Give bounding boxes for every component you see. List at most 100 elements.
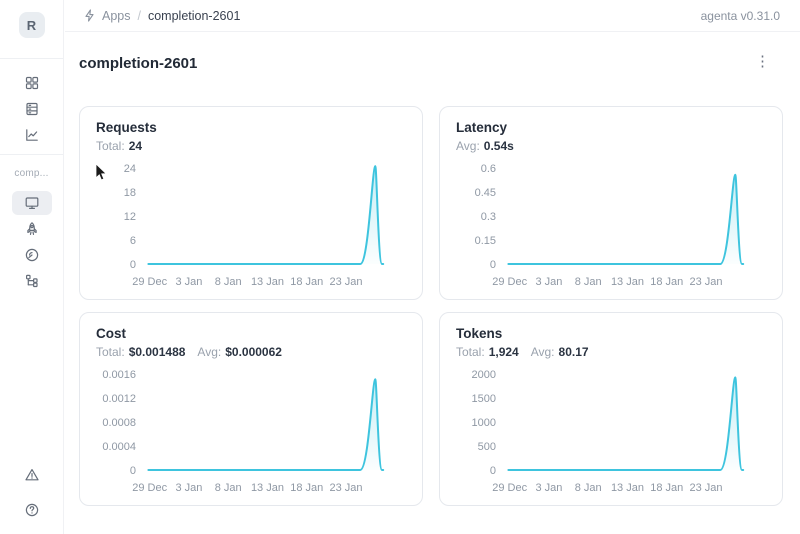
svg-text:23 Jan: 23 Jan [689, 482, 722, 494]
stat-value: 24 [128, 139, 143, 153]
sidebar-item-observability[interactable] [12, 123, 52, 147]
breadcrumb-current: completion-2601 [147, 8, 241, 23]
workspace-avatar[interactable]: R [18, 12, 45, 38]
svg-text:8 Jan: 8 Jan [215, 482, 242, 494]
card-title: Cost [96, 326, 126, 341]
svg-text:18 Jan: 18 Jan [290, 276, 323, 288]
svg-text:13 Jan: 13 Jan [251, 276, 284, 288]
app-version-label: agenta v0.31.0 [700, 8, 780, 23]
page-title-row: completion-2601 ⋮ [65, 32, 800, 72]
svg-text:29 Dec: 29 Dec [492, 482, 527, 494]
sidebar-item-evaluations[interactable] [12, 243, 52, 267]
sidebar-item-test-sets[interactable] [12, 97, 52, 121]
card-stats: Avg: 0.54s [456, 139, 767, 153]
tokens-card: Tokens Total: 1,924 Avg: 80.17 2000 1500 100… [439, 312, 783, 506]
svg-text:0.0004: 0.0004 [102, 441, 136, 453]
svg-text:1000: 1000 [472, 417, 496, 429]
card-stats: Total: $0.001488 Avg: $0.000062 [96, 345, 407, 359]
test-sets-icon [25, 102, 38, 116]
cost-card: Cost Total: $0.001488 Avg: $0.000062 0.001… [79, 312, 423, 506]
svg-text:18 Jan: 18 Jan [650, 482, 683, 494]
svg-text:23 Jan: 23 Jan [329, 276, 362, 288]
svg-text:0.0016: 0.0016 [102, 369, 136, 381]
requests-card: Requests Total: 24 24 18 12 6 0 29 Dec 3 Jan 8 J… [79, 106, 423, 300]
warning-triangle-icon [24, 469, 39, 481]
line-chart-icon [25, 129, 38, 141]
stat-label: Total: [96, 345, 125, 359]
avatar-letter: R [26, 17, 37, 33]
sidebar-item-deployments[interactable] [12, 217, 52, 241]
svg-text:0: 0 [130, 465, 136, 477]
breadcrumb-separator: / [137, 8, 141, 23]
svg-text:8 Jan: 8 Jan [575, 276, 602, 288]
chart-area: 0.6 0.45 0.3 0.15 0 29 Dec 3 Jan 8 Jan 13 Jan 18 … [456, 160, 767, 299]
page-title: completion-2601 [79, 55, 198, 72]
stat-label: Avg: [456, 139, 480, 153]
card-title: Tokens [456, 326, 503, 341]
tokens-line-chart: 2000 1500 1000 500 0 29 Dec 3 Jan 8 Jan 13 Jan 18… [472, 369, 745, 494]
svg-text:0.45: 0.45 [475, 187, 496, 199]
svg-text:0: 0 [490, 465, 496, 477]
svg-text:18 Jan: 18 Jan [650, 276, 683, 288]
svg-text:23 Jan: 23 Jan [329, 482, 362, 494]
svg-text:12: 12 [124, 211, 136, 223]
svg-text:1500: 1500 [472, 393, 496, 405]
svg-text:13 Jan: 13 Jan [251, 482, 284, 494]
svg-text:0: 0 [490, 259, 496, 271]
latency-card: Latency Avg: 0.54s 0.6 0.45 0.3 0.15 0 29 Dec 3… [439, 106, 783, 300]
svg-text:3 Jan: 3 Jan [535, 276, 562, 288]
stat-value: 1,924 [488, 345, 519, 359]
sidebar-item-help[interactable] [12, 498, 52, 522]
svg-text:18 Jan: 18 Jan [290, 482, 323, 494]
svg-text:0: 0 [130, 259, 136, 271]
chart-area: 24 18 12 6 0 29 Dec 3 Jan 8 Jan 13 Jan 18 Jan 23 J… [96, 160, 407, 299]
svg-text:0.15: 0.15 [475, 235, 496, 247]
stat-label: Avg: [197, 345, 222, 359]
breadcrumb: Apps / completion-2601 [83, 9, 240, 23]
stat-label: Total: [96, 139, 125, 153]
sidebar: R comp... [0, 0, 64, 534]
svg-text:6: 6 [130, 235, 136, 247]
svg-text:3 Jan: 3 Jan [175, 482, 202, 494]
svg-text:3 Jan: 3 Jan [175, 276, 202, 288]
gauge-icon [25, 248, 38, 262]
svg-text:8 Jan: 8 Jan [215, 276, 242, 288]
breadcrumb-apps-link[interactable]: Apps [102, 8, 131, 23]
sidebar-item-apps[interactable] [12, 71, 52, 95]
bolt-icon [85, 9, 94, 22]
metrics-grid: Requests Total: 24 24 18 12 6 0 29 Dec 3 Jan 8 J… [65, 106, 800, 506]
sidebar-nav-bottom [12, 463, 52, 524]
stat-value: $0.000062 [225, 345, 282, 359]
sidebar-item-traces[interactable] [12, 269, 52, 293]
stat-value: 80.17 [558, 345, 589, 359]
cost-line-chart: 0.0016 0.0012 0.0008 0.0004 0 29 Dec 3 Jan 8 Ja… [102, 369, 385, 494]
svg-text:0.0012: 0.0012 [102, 393, 136, 405]
svg-text:500: 500 [478, 441, 496, 453]
stat-value: $0.001488 [128, 345, 186, 359]
chart-area: 2000 1500 1000 500 0 29 Dec 3 Jan 8 Jan 13 Jan 18… [456, 366, 767, 505]
help-circle-icon [25, 503, 38, 517]
sidebar-item-alerts[interactable] [12, 463, 52, 487]
workspace-label: comp... [14, 168, 49, 179]
sidebar-item-playground[interactable] [11, 191, 52, 215]
svg-text:0.6: 0.6 [481, 163, 496, 175]
svg-text:13 Jan: 13 Jan [611, 482, 644, 494]
svg-text:29 Dec: 29 Dec [492, 276, 527, 288]
svg-text:23 Jan: 23 Jan [689, 276, 722, 288]
svg-text:13 Jan: 13 Jan [611, 276, 644, 288]
latency-line-chart: 0.6 0.45 0.3 0.15 0 29 Dec 3 Jan 8 Jan 13 Jan 18 … [475, 163, 745, 288]
monitor-icon [25, 197, 38, 209]
more-menu-button[interactable]: ⋮ [755, 53, 770, 70]
chart-area: 0.0016 0.0012 0.0008 0.0004 0 29 Dec 3 Jan 8 Ja… [96, 366, 407, 505]
app-grid-icon [25, 76, 38, 90]
svg-text:29 Dec: 29 Dec [132, 276, 167, 288]
stat-label: Avg: [530, 345, 555, 359]
card-stats: Total: 24 [96, 139, 407, 153]
svg-text:0.3: 0.3 [481, 211, 496, 223]
card-title: Requests [96, 120, 157, 135]
rocket-icon [26, 222, 37, 235]
svg-text:24: 24 [124, 163, 136, 175]
main-content: completion-2601 ⋮ Requests Total: 24 24 18… [65, 32, 800, 534]
svg-text:18: 18 [124, 187, 136, 199]
requests-line-chart: 24 18 12 6 0 29 Dec 3 Jan 8 Jan 13 Jan 18 Jan 23 J… [124, 163, 385, 288]
